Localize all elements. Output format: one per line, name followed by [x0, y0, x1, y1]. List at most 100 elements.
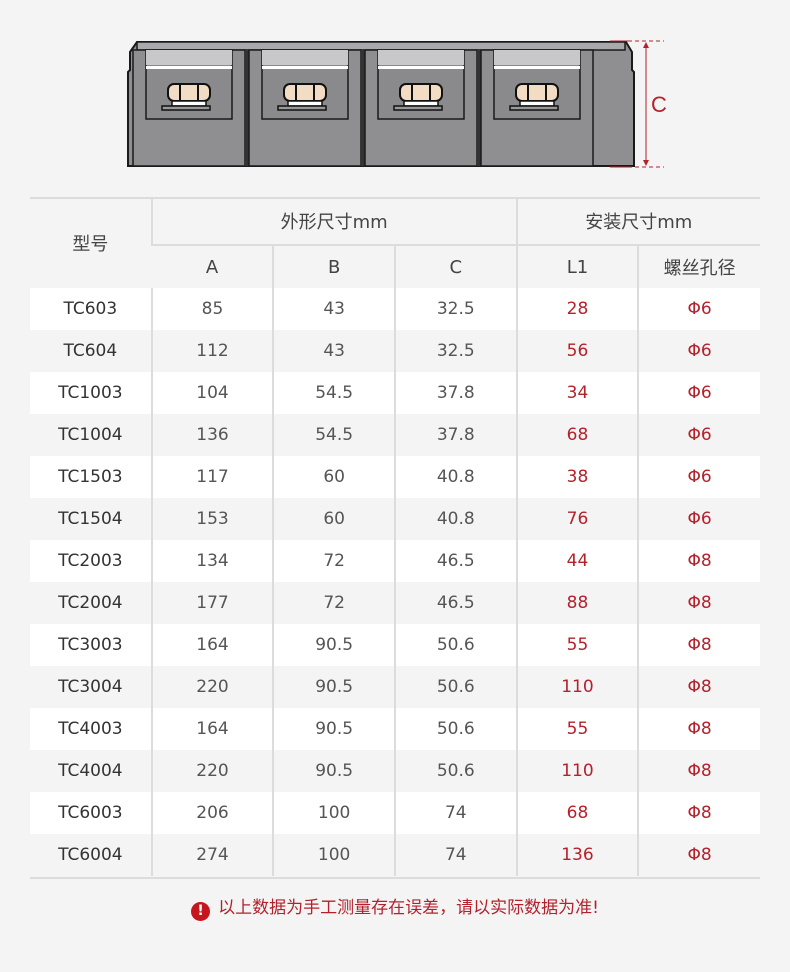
cell-b: 54.5	[272, 372, 395, 414]
cell-a: 104	[150, 372, 274, 414]
cell-a: 153	[150, 498, 274, 540]
cell-l1: 68	[515, 414, 639, 456]
cell-c: 50.6	[393, 624, 517, 666]
cell-a: 112	[150, 330, 274, 372]
cell-c: 37.8	[393, 372, 517, 414]
cell-screw-hole: Φ6	[637, 414, 760, 456]
cell-l1: 68	[515, 792, 639, 834]
header-a: A	[205, 256, 219, 278]
cell-b: 90.5	[272, 666, 395, 708]
cell-model: TC2004	[30, 582, 152, 624]
cell-a: 136	[150, 414, 274, 456]
cell-c: 74	[393, 792, 517, 834]
terminal-plate	[509, 105, 559, 111]
table-row: TC1003 104 54.5 37.8 34 Φ6	[30, 372, 760, 414]
cell-screw-hole: Φ6	[637, 288, 760, 330]
cell-screw-hole: Φ6	[637, 498, 760, 540]
cell-model: TC1004	[30, 414, 152, 456]
cell-b: 72	[272, 540, 395, 582]
cell-l1: 38	[515, 456, 639, 498]
cell-b: 90.5	[272, 750, 395, 792]
table-row: TC603 85 43 32.5 28 Φ6	[30, 288, 760, 330]
cell-screw-hole: Φ8	[637, 540, 760, 582]
cell-screw-hole: Φ8	[637, 750, 760, 792]
table-row: TC2004 177 72 46.5 88 Φ8	[30, 582, 760, 624]
cell-a: 274	[150, 834, 274, 876]
cell-model: TC2003	[30, 540, 152, 582]
cell-b: 60	[272, 498, 395, 540]
cell-model: TC1504	[30, 498, 152, 540]
terminal-block-diagram: C	[127, 40, 667, 168]
cell-screw-hole: Φ8	[637, 708, 760, 750]
table-row: TC2003 134 72 46.5 44 Φ8	[30, 540, 760, 582]
cell-b: 72	[272, 582, 395, 624]
cell-c: 37.8	[393, 414, 517, 456]
terminal-plate	[393, 105, 443, 111]
header-outer-dimensions: 外形尺寸mm	[150, 198, 517, 246]
cell-a: 85	[150, 288, 274, 330]
table-row: TC3004 220 90.5 50.6 110 Φ8	[30, 666, 760, 708]
cell-a: 134	[150, 540, 274, 582]
cell-model: TC3004	[30, 666, 152, 708]
cell-b: 43	[272, 330, 395, 372]
cell-b: 43	[272, 288, 395, 330]
cell-l1: 76	[515, 498, 639, 540]
table-row: TC3003 164 90.5 50.6 55 Φ8	[30, 624, 760, 666]
cell-l1: 55	[515, 624, 639, 666]
cell-screw-hole: Φ8	[637, 624, 760, 666]
cell-screw-hole: Φ6	[637, 456, 760, 498]
table-row: TC604 112 43 32.5 56 Φ6	[30, 330, 760, 372]
cell-b: 90.5	[272, 624, 395, 666]
cell-model: TC1503	[30, 456, 152, 498]
cell-screw-hole: Φ6	[637, 372, 760, 414]
cell-c: 40.8	[393, 456, 517, 498]
cell-screw-hole: Φ6	[637, 330, 760, 372]
table-bottom-border	[30, 877, 760, 879]
cell-c: 50.6	[393, 666, 517, 708]
nut-icon	[167, 83, 211, 102]
cell-a: 220	[150, 666, 274, 708]
cell-screw-hole: Φ8	[637, 792, 760, 834]
nut-icon	[515, 83, 559, 102]
cell-a: 164	[150, 624, 274, 666]
header-b: B	[272, 245, 395, 288]
disclaimer-note: ! 以上数据为手工测量存在误差，请以实际数据为准!	[0, 893, 790, 921]
cell-a: 164	[150, 708, 274, 750]
cell-l1: 44	[515, 540, 639, 582]
cell-c: 50.6	[393, 708, 517, 750]
nut-icon	[283, 83, 327, 102]
table-row: TC6004 274 100 74 136 Φ8	[30, 834, 760, 876]
cell-b: 90.5	[272, 708, 395, 750]
cell-l1: 136	[515, 834, 639, 876]
exclamation-circle-icon: !	[191, 902, 211, 921]
cell-model: TC1003	[30, 372, 152, 414]
cell-model: TC603	[30, 288, 152, 330]
cell-screw-hole: Φ8	[637, 582, 760, 624]
dimension-label-c: C	[651, 92, 667, 117]
header-screw-hole: 螺丝孔径	[637, 245, 760, 288]
cell-c: 74	[393, 834, 517, 876]
cell-model: TC604	[30, 330, 152, 372]
cell-c: 46.5	[393, 582, 517, 624]
cell-model: TC6003	[30, 792, 152, 834]
spec-table: 型号 外形尺寸mm 安装尺寸mm A B C L1 螺丝孔径 TC603 85 43…	[30, 198, 760, 876]
cell-model: TC4003	[30, 708, 152, 750]
cell-l1: 110	[515, 666, 639, 708]
cell-a: 117	[150, 456, 274, 498]
header-c: C	[393, 245, 517, 288]
cell-c: 50.6	[393, 750, 517, 792]
cell-b: 54.5	[272, 414, 395, 456]
header-install-dimensions: 安装尺寸mm	[515, 198, 760, 246]
cell-c: 40.8	[393, 498, 517, 540]
table-row: TC4004 220 90.5 50.6 110 Φ8	[30, 750, 760, 792]
terminal-plate	[277, 105, 327, 111]
cell-l1: 56	[515, 330, 639, 372]
cell-c: 32.5	[393, 330, 517, 372]
cell-divider	[245, 50, 249, 166]
cell-b: 100	[272, 792, 395, 834]
cell-b: 100	[272, 834, 395, 876]
cell-a: 206	[150, 792, 274, 834]
cell-model: TC6004	[30, 834, 152, 876]
header-l1: L1	[515, 245, 639, 288]
table-row: TC4003 164 90.5 50.6 55 Φ8	[30, 708, 760, 750]
